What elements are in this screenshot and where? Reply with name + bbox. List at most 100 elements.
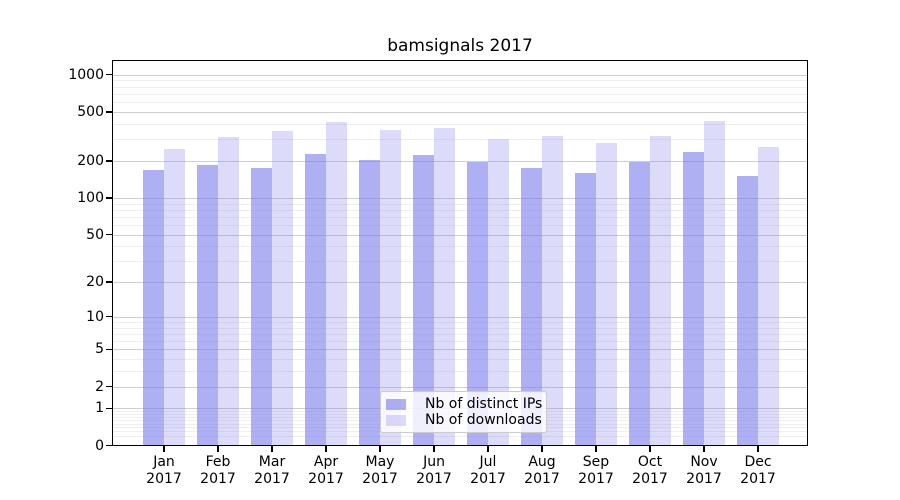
x-tick-label-jan: Jan 2017 <box>146 454 182 487</box>
y-tick-100 <box>106 197 113 199</box>
y-tick-label-200: 200 <box>77 152 104 169</box>
bar-distinct-ips-dec <box>737 175 758 445</box>
x-tick-mar <box>271 446 273 452</box>
x-tick-label-feb: Feb 2017 <box>200 454 236 487</box>
legend-swatch-ips <box>386 399 406 410</box>
x-tick-oct <box>649 446 651 452</box>
y-gridline-minor-700 <box>112 93 808 95</box>
y-gridline-minor-900 <box>112 80 808 82</box>
legend: Nb of distinct IPs Nb of downloads <box>380 391 547 433</box>
bar-downloads-dec <box>758 147 779 445</box>
bar-downloads-nov <box>704 120 725 445</box>
x-tick-feb <box>217 446 219 452</box>
bar-downloads-jan <box>164 148 185 445</box>
y-tick-label-20: 20 <box>86 274 104 291</box>
y-gridline-minor-70 <box>112 216 808 218</box>
bar-distinct-ips-apr <box>305 154 326 445</box>
chart-title: bamsignals 2017 <box>387 36 533 56</box>
y-gridline-minor-80 <box>112 209 808 211</box>
y-tick-20 <box>106 281 113 283</box>
y-tick-label-0: 0 <box>95 437 104 454</box>
y-gridline-major-10 <box>112 316 808 318</box>
x-tick-nov <box>703 446 705 452</box>
x-tick-jul <box>487 446 489 452</box>
y-gridline-minor-6 <box>112 341 808 343</box>
bar-distinct-ips-sep <box>575 173 596 445</box>
y-gridline-minor-3 <box>112 371 808 373</box>
y-tick-1 <box>106 407 113 409</box>
y-tick-label-50: 50 <box>86 226 104 243</box>
y-tick-label-100: 100 <box>77 189 104 206</box>
legend-row-downloads: Nb of downloads <box>386 413 542 428</box>
plot-area <box>112 60 808 446</box>
y-gridline-minor-600 <box>112 102 808 104</box>
bar-distinct-ips-jan <box>143 169 164 445</box>
x-tick-sep <box>595 446 597 452</box>
y-gridline-major-20 <box>112 282 808 284</box>
x-tick-label-oct: Oct 2017 <box>632 454 668 487</box>
y-gridline-minor-8 <box>112 327 808 329</box>
y-gridline-minor-40 <box>112 246 808 248</box>
bar-downloads-oct <box>650 136 671 445</box>
y-gridline-major-50 <box>112 234 808 236</box>
y-tick-label-10: 10 <box>86 308 104 325</box>
y-tick-50 <box>106 233 113 236</box>
y-gridline-minor-400 <box>112 123 808 125</box>
bar-distinct-ips-nov <box>683 151 704 445</box>
x-tick-label-mar: Mar 2017 <box>254 454 290 487</box>
y-tick-label-2: 2 <box>95 378 104 395</box>
y-gridline-major-100 <box>112 197 808 199</box>
y-gridline-major-2 <box>112 386 808 388</box>
x-tick-aug <box>541 446 543 452</box>
bar-downloads-jun <box>434 127 455 445</box>
x-tick-dec <box>757 446 759 452</box>
y-tick-5 <box>106 348 113 351</box>
x-tick-label-apr: Apr 2017 <box>308 454 344 487</box>
y-tick-label-1000: 1000 <box>68 66 104 83</box>
x-tick-may <box>379 446 381 452</box>
x-tick-label-nov: Nov 2017 <box>686 454 722 487</box>
y-gridline-minor-300 <box>112 139 808 141</box>
y-tick-2 <box>106 385 113 388</box>
y-tick-200 <box>106 160 113 162</box>
y-tick-0 <box>106 444 113 447</box>
bar-downloads-may <box>380 129 401 445</box>
x-tick-jun <box>433 446 435 452</box>
y-gridline-minor-800 <box>112 86 808 88</box>
y-gridline-minor-90 <box>112 203 808 205</box>
legend-swatch-downloads <box>386 415 406 426</box>
bar-distinct-ips-feb <box>197 164 218 445</box>
bar-distinct-ips-aug <box>521 168 542 445</box>
y-gridline-minor-9 <box>112 321 808 323</box>
bar-distinct-ips-oct <box>629 161 650 445</box>
x-tick-label-may: May 2017 <box>362 454 398 487</box>
x-tick-label-aug: Aug 2017 <box>524 454 560 487</box>
y-tick-label-1: 1 <box>95 400 104 417</box>
x-tick-label-jul: Jul 2017 <box>470 454 506 487</box>
x-tick-jan <box>163 446 165 452</box>
bar-distinct-ips-jun <box>413 155 434 445</box>
y-tick-label-5: 5 <box>95 341 104 358</box>
bar-downloads-apr <box>326 122 347 445</box>
legend-row-ips: Nb of distinct IPs <box>386 397 542 412</box>
x-tick-apr <box>325 446 327 452</box>
bar-distinct-ips-may <box>359 160 380 445</box>
bar-distinct-ips-jul <box>467 162 488 445</box>
bar-downloads-mar <box>272 130 293 445</box>
legend-label-downloads: Nb of downloads <box>425 412 542 428</box>
y-gridline-minor-60 <box>112 224 808 226</box>
bar-downloads-sep <box>596 143 617 445</box>
x-tick-label-sep: Sep 2017 <box>578 454 614 487</box>
legend-label-ips: Nb of distinct IPs <box>425 396 543 412</box>
y-gridline-major-200 <box>112 160 808 162</box>
bar-distinct-ips-mar <box>251 167 272 445</box>
y-tick-label-500: 500 <box>77 103 104 120</box>
y-gridline-major-1000 <box>112 74 808 76</box>
y-gridline-minor-0.2 <box>112 435 808 437</box>
bar-downloads-feb <box>218 137 239 445</box>
bar-downloads-jul <box>488 138 509 445</box>
y-gridline-major-500 <box>112 111 808 113</box>
y-gridline-minor-7 <box>112 333 808 335</box>
y-gridline-minor-30 <box>112 261 808 263</box>
